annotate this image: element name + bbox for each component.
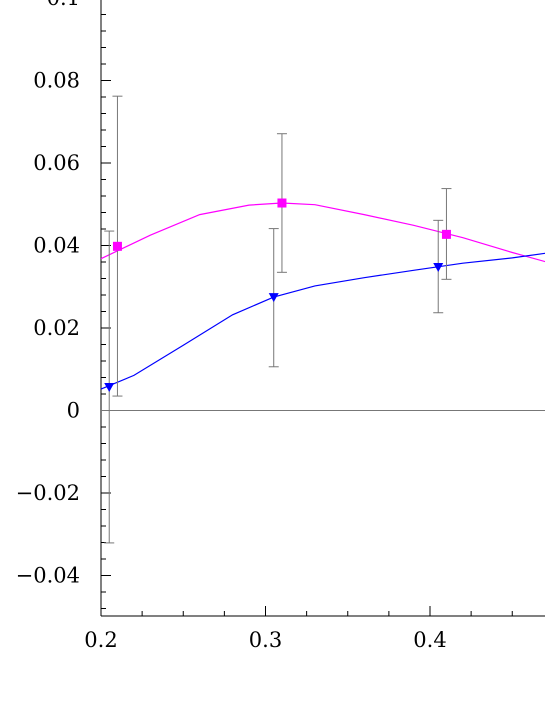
square-marker xyxy=(277,198,287,208)
series-1-curve xyxy=(100,252,545,390)
y-tick-label: 0.04 xyxy=(33,234,80,258)
data-markers xyxy=(104,198,451,392)
y-tick-label: 0.08 xyxy=(33,69,80,93)
triangle-marker xyxy=(104,382,115,392)
triangle-marker xyxy=(433,262,444,272)
square-marker xyxy=(112,241,122,251)
y-tick-label: 0.1 xyxy=(47,0,80,10)
y-tick-label: 0 xyxy=(67,399,80,423)
x-tick-label: 0.3 xyxy=(249,628,282,652)
x-tick-label: 0.4 xyxy=(413,628,446,652)
y-tick-label: −0.04 xyxy=(16,564,80,588)
axes xyxy=(100,0,545,617)
y-tick-label: 0.02 xyxy=(33,316,80,340)
y-tick-label: −0.02 xyxy=(16,481,80,505)
square-marker xyxy=(441,229,451,239)
series-curves xyxy=(100,202,545,390)
tick-labels: 0.1 0.08 0.06 0.04 0.02 0 −0.02 −0.04 0.2 0.3 0.4 xyxy=(16,0,447,652)
y-tick-label: 0.06 xyxy=(33,151,80,175)
triangle-marker xyxy=(268,293,279,303)
series-0-curve xyxy=(100,202,545,263)
error-bars xyxy=(104,95,452,544)
x-tick-label: 0.2 xyxy=(84,628,117,652)
